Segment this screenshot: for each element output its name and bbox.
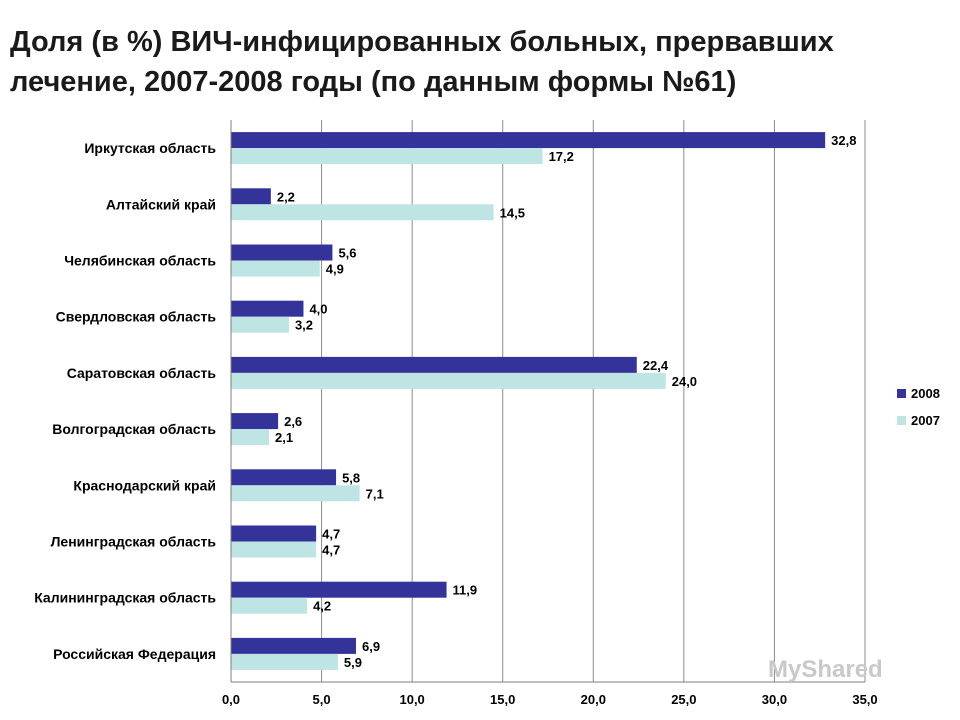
chart-title-line-2: лечение, 2007-2008 годы (по данным формы… <box>10 66 737 98</box>
bar-2008 <box>231 244 333 261</box>
data-label-2008: 11,9 <box>453 583 478 598</box>
data-label-2007: 4,7 <box>322 543 340 558</box>
legend-swatch-2007 <box>897 416 906 425</box>
x-tick-label: 25,0 <box>671 692 696 707</box>
x-tick-label: 0,0 <box>222 692 240 707</box>
bar-2008 <box>231 132 826 149</box>
data-label-2008: 2,6 <box>284 414 302 429</box>
category-label: Иркутская область <box>84 140 216 156</box>
data-label-2007: 3,2 <box>295 318 313 333</box>
data-label-2008: 6,9 <box>362 639 380 654</box>
data-label-2008: 5,6 <box>338 246 356 261</box>
x-tick-label: 35,0 <box>852 692 877 707</box>
bar-2007 <box>231 597 308 614</box>
data-label-2007: 14,5 <box>500 205 525 220</box>
x-tick-label: 5,0 <box>313 692 331 707</box>
data-label-2007: 2,1 <box>275 430 293 445</box>
x-tick-label: 10,0 <box>399 692 424 707</box>
data-label-2008: 4,0 <box>309 302 327 317</box>
bar-2008 <box>231 469 337 486</box>
data-label-2007: 5,9 <box>344 655 362 670</box>
data-label-2007: 4,2 <box>313 599 331 614</box>
data-label-2007: 4,9 <box>326 262 344 277</box>
category-label: Волгоградская область <box>52 421 216 437</box>
category-label: Калининградская область <box>34 590 216 606</box>
category-label: Российская Федерация <box>53 646 216 662</box>
chart-title: Доля (в %) ВИЧ-инфицированных больных, п… <box>10 22 950 102</box>
bar-2008 <box>231 300 304 317</box>
category-label: Свердловская область <box>56 309 217 325</box>
bar-2007 <box>231 653 338 670</box>
legend-label-2008: 2008 <box>911 386 940 401</box>
data-label-2008: 2,2 <box>277 189 295 204</box>
bar-2007 <box>231 148 543 165</box>
category-label: Челябинская область <box>64 253 216 269</box>
bar-2007 <box>231 316 289 333</box>
bar-2008 <box>231 356 637 373</box>
x-tick-label: 15,0 <box>490 692 515 707</box>
bar-2007 <box>231 204 494 221</box>
bar-2008 <box>231 413 279 430</box>
bar-2008 <box>231 581 447 598</box>
data-label-2007: 17,2 <box>549 149 574 164</box>
chart-title-line-1: Доля (в %) ВИЧ-инфицированных больных, п… <box>10 26 834 58</box>
category-label: Алтайский край <box>106 196 216 212</box>
category-label: Краснодарский край <box>73 477 216 493</box>
bar-2008 <box>231 525 317 542</box>
bar-2007 <box>231 485 360 502</box>
watermark: MyShared <box>768 656 883 683</box>
legend-swatch-2008 <box>897 389 906 398</box>
data-label-2007: 24,0 <box>672 374 697 389</box>
data-label-2008: 4,7 <box>322 527 340 542</box>
x-tick-label: 30,0 <box>762 692 787 707</box>
category-label: Ленинградская область <box>51 534 217 550</box>
bar-2007 <box>231 260 320 277</box>
data-label-2008: 5,8 <box>342 470 360 485</box>
x-tick-label: 20,0 <box>581 692 606 707</box>
category-label: Саратовская область <box>67 365 217 381</box>
legend-label-2007: 2007 <box>911 413 940 428</box>
data-label-2007: 7,1 <box>366 486 384 501</box>
data-label-2008: 32,8 <box>831 133 856 148</box>
bar-2008 <box>231 637 356 654</box>
bar-2007 <box>231 372 666 389</box>
bar-2007 <box>231 541 317 558</box>
data-label-2008: 22,4 <box>643 358 669 373</box>
bar-2007 <box>231 429 270 446</box>
bar-2008 <box>231 188 271 205</box>
